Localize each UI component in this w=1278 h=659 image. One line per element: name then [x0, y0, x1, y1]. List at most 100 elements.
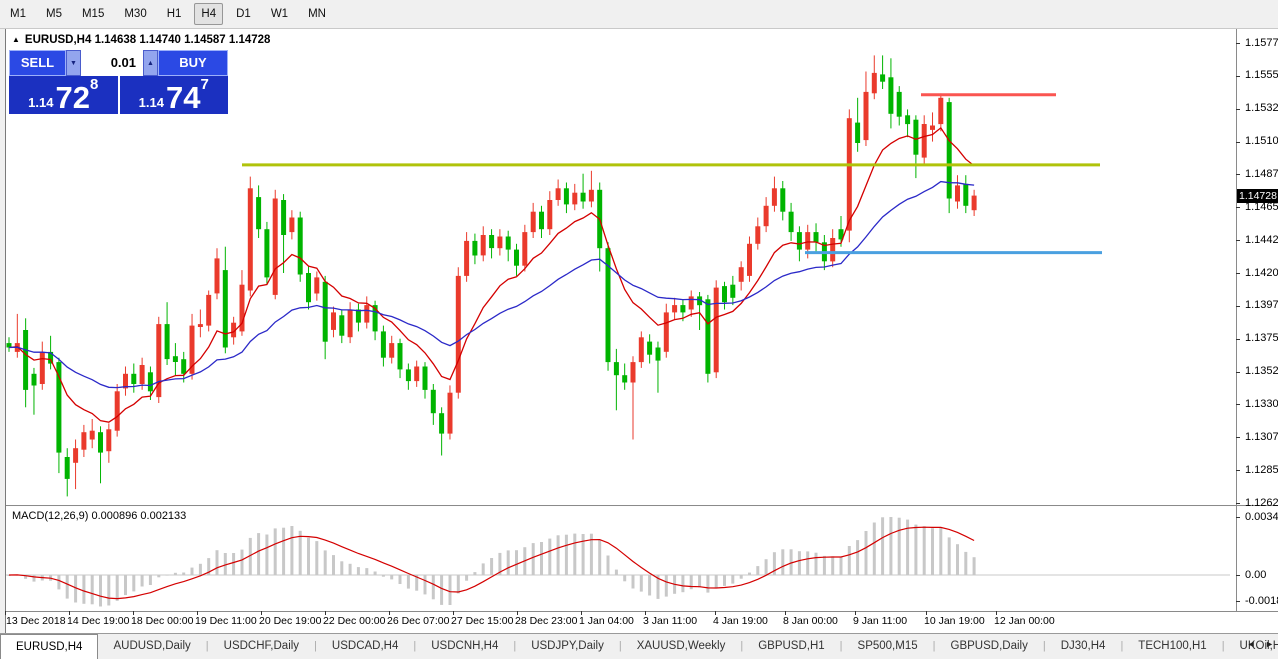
tab-separator: |	[205, 640, 209, 652]
time-axis-label: 1 Jan 04:00	[579, 615, 634, 627]
timeframe-button-mn[interactable]: MN	[308, 8, 326, 20]
macd-axis-tick	[1236, 601, 1240, 602]
price-axis-tick	[1236, 371, 1240, 373]
time-axis-tick	[785, 611, 786, 615]
tab-separator: |	[740, 640, 744, 652]
chart-tab-gbpusddaily[interactable]: GBPUSD,Daily	[950, 640, 1028, 652]
buy-price-prefix: 1.14	[138, 94, 164, 110]
sell-button[interactable]: SELL	[9, 50, 66, 76]
tab-separator: |	[413, 640, 417, 652]
time-axis-label: 13 Dec 2018	[6, 615, 66, 627]
chart-tab-dj30h4[interactable]: DJ30,H4	[1060, 640, 1106, 652]
buy-price[interactable]: 1.14 74 7	[119, 76, 228, 114]
chart-tab-audusddaily[interactable]: AUDUSD,Daily	[113, 640, 191, 652]
price-axis-tick	[1236, 108, 1240, 110]
current-price-tag: 1.14728	[1237, 188, 1278, 203]
time-axis-label: 18 Dec 00:00	[131, 615, 194, 627]
chart-tab-xauusdweekly[interactable]: XAUUSD,Weekly	[636, 640, 726, 652]
chart-tab-eurusdh4[interactable]: EURUSD,H4	[0, 634, 99, 659]
price-axis-label: 1.13975	[1245, 299, 1278, 312]
price-axis-tick	[1236, 437, 1240, 439]
time-axis-label: 19 Dec 11:00	[195, 615, 257, 627]
timeframe-button-h1[interactable]: H1	[166, 8, 182, 20]
time-axis-tick	[453, 611, 454, 615]
timeframe-button-w1[interactable]: W1	[270, 8, 289, 20]
chart-tab-tech100h1[interactable]: TECH100,H1	[1138, 640, 1207, 652]
price-axis-label: 1.13300	[1245, 397, 1278, 410]
chart-tab-gbpusdh1[interactable]: GBPUSD,H1	[758, 640, 825, 652]
sell-price[interactable]: 1.14 72 8	[9, 76, 118, 114]
price-axis-label: 1.14200	[1245, 266, 1278, 279]
tab-scroll-right-icon[interactable]: ►	[1265, 639, 1274, 649]
time-axis-tick	[645, 611, 646, 615]
price-axis-tick	[1236, 141, 1240, 143]
pane-divider-highlight	[6, 506, 1278, 507]
price-axis-label: 1.13750	[1245, 332, 1278, 345]
price-axis-tick	[1236, 207, 1240, 209]
time-axis-tick	[325, 611, 326, 615]
macd-axis-label: -0.001851	[1245, 594, 1278, 607]
timeframe-button-m30[interactable]: M30	[124, 8, 147, 20]
chart-tab-ukoilh1[interactable]: UKOil,H1	[1239, 640, 1278, 652]
chart-window: ▲ EURUSD,H4 1.14638 1.14740 1.14587 1.147…	[5, 29, 1278, 633]
price-axis-tick	[1236, 338, 1240, 340]
buy-button[interactable]: BUY	[158, 50, 228, 76]
time-axis-tick	[197, 611, 198, 615]
price-axis-tick	[1236, 404, 1240, 406]
time-axis-label: 12 Jan 00:00	[994, 615, 1055, 627]
tab-separator: |	[1042, 640, 1046, 652]
time-axis-tick	[517, 611, 518, 615]
tab-separator: |	[1120, 640, 1124, 652]
price-axis-label: 1.12850	[1245, 463, 1278, 476]
chart-tab-usdjpydaily[interactable]: USDJPY,Daily	[531, 640, 604, 652]
price-axis-label: 1.14875	[1245, 167, 1278, 180]
timeframe-button-m15[interactable]: M15	[81, 8, 105, 20]
chart-tab-usdcnhh4[interactable]: USDCNH,H4	[431, 640, 499, 652]
sell-price-sup: 8	[89, 76, 99, 93]
price-axis-tick	[1236, 470, 1240, 472]
trade-panel-top-row: SELL ▼ 0.01 ▲ BUY	[9, 50, 228, 76]
time-axis-divider	[6, 611, 1278, 612]
buy-price-sup: 7	[200, 76, 209, 93]
collapse-triangle-icon[interactable]: ▲	[12, 35, 20, 44]
price-axis-label: 1.13075	[1245, 430, 1278, 443]
timeframe-button-m1[interactable]: M1	[10, 8, 26, 20]
chart-title-text: EURUSD,H4 1.14638 1.14740 1.14587 1.1472…	[24, 34, 271, 46]
tab-separator: |	[314, 640, 317, 652]
price-axis-tick	[1236, 174, 1240, 176]
lot-size-input[interactable]: 0.01	[81, 50, 143, 76]
macd-indicator-label: MACD(12,26,9) 0.000896 0.002133	[12, 510, 187, 522]
time-axis-label: 9 Jan 11:00	[853, 615, 908, 627]
time-axis-label: 28 Dec 23:00	[515, 615, 578, 627]
timeframe-button-m5[interactable]: M5	[45, 8, 62, 20]
timeframe-button-h4[interactable]: H4	[194, 3, 224, 25]
price-axis-label: 1.15775	[1245, 36, 1278, 49]
timeframe-button-d1[interactable]: D1	[236, 8, 251, 20]
chart-tab-usdchfdaily[interactable]: USDCHF,Daily	[223, 640, 300, 652]
lot-decrease-button[interactable]: ▼	[66, 50, 81, 76]
time-axis-tick	[69, 611, 70, 615]
price-axis-tick	[1236, 43, 1240, 44]
price-axis-label: 1.12625	[1245, 496, 1278, 509]
price-axis-tick	[1236, 305, 1240, 307]
tab-scroll-arrows: ◄ ►	[1240, 639, 1274, 649]
time-axis-tick	[261, 611, 262, 615]
macd-pane[interactable]	[6, 507, 1236, 611]
time-axis-tick	[133, 611, 134, 615]
price-chart[interactable]	[6, 29, 1236, 505]
macd-axis-tick	[1236, 517, 1240, 518]
price-axis-tick	[1236, 75, 1240, 77]
tab-scroll-left-icon[interactable]: ◄	[1246, 639, 1256, 649]
pane-divider[interactable]	[6, 505, 1278, 506]
time-axis-tick	[926, 611, 927, 615]
time-axis-tick	[581, 611, 582, 615]
tab-separator: |	[618, 640, 622, 652]
time-axis-tick	[996, 611, 997, 615]
sell-price-prefix: 1.14	[28, 94, 54, 110]
lot-increase-button[interactable]: ▲	[143, 50, 158, 76]
chart-tab-sp500m15[interactable]: SP500,M15	[857, 640, 918, 652]
macd-axis-tick	[1236, 575, 1240, 576]
price-axis-label: 1.14425	[1245, 233, 1278, 246]
chart-tab-usdcadh4[interactable]: USDCAD,H4	[331, 640, 399, 652]
